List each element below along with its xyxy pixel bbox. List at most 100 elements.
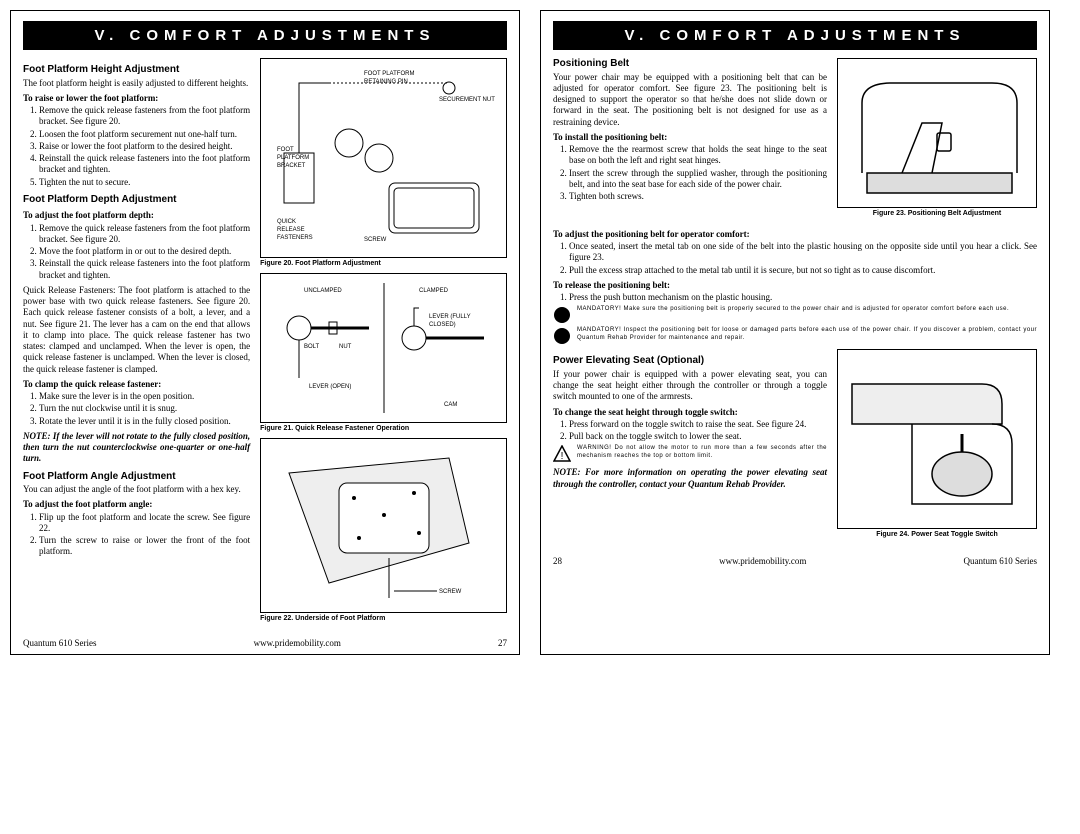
page-left: V. COMFORT ADJUSTMENTS Foot Platform Hei… bbox=[10, 10, 520, 655]
ordered-list: Remove the quick release fasteners from … bbox=[23, 223, 250, 281]
list-item: Loosen the foot platform securement nut … bbox=[39, 129, 250, 140]
svg-text:FOOT PLATFORM: FOOT PLATFORM bbox=[364, 71, 414, 77]
svg-text:CAM: CAM bbox=[444, 402, 457, 408]
svg-text:QUICK: QUICK bbox=[277, 219, 296, 225]
svg-text:FASTENERS: FASTENERS bbox=[277, 235, 313, 241]
section-banner: V. COMFORT ADJUSTMENTS bbox=[23, 21, 507, 50]
svg-text:LEVER (FULLY: LEVER (FULLY bbox=[429, 314, 471, 320]
figure-24 bbox=[837, 349, 1037, 529]
section-banner: V. COMFORT ADJUSTMENTS bbox=[553, 21, 1037, 50]
page-footer: Quantum 610 Series www.pridemobility.com… bbox=[23, 634, 507, 648]
svg-text:RETAINING PIN: RETAINING PIN bbox=[364, 79, 408, 85]
mandatory-icon bbox=[553, 306, 571, 324]
footer-url: www.pridemobility.com bbox=[254, 638, 341, 648]
svg-text:UNCLAMPED: UNCLAMPED bbox=[304, 288, 342, 294]
subheading: To adjust the foot platform angle: bbox=[23, 499, 250, 510]
svg-text:SECUREMENT NUT: SECUREMENT NUT bbox=[439, 97, 495, 103]
svg-text:CLOSED): CLOSED) bbox=[429, 322, 456, 328]
list-item: Press the push button mechanism on the p… bbox=[569, 292, 1037, 303]
ordered-list: Remove the quick release fasteners from … bbox=[23, 105, 250, 188]
list-item: Press forward on the toggle switch to ra… bbox=[569, 419, 827, 430]
page-spread: V. COMFORT ADJUSTMENTS Foot Platform Hei… bbox=[10, 10, 1070, 655]
warning-text: MANDATORY! Make sure the positioning bel… bbox=[577, 306, 1009, 314]
list-item: Remove the quick release fasteners from … bbox=[39, 223, 250, 246]
figure-23 bbox=[837, 58, 1037, 208]
svg-text:SCREW: SCREW bbox=[439, 589, 462, 595]
ordered-list: Remove the the rearmost screw that holds… bbox=[553, 144, 827, 202]
list-item: Turn the screw to raise or lower the fro… bbox=[39, 535, 250, 558]
svg-text:FOOT: FOOT bbox=[277, 147, 294, 153]
footer-page: 27 bbox=[498, 638, 507, 648]
mandatory-notice: MANDATORY! Make sure the positioning bel… bbox=[553, 306, 1037, 324]
figure-caption: Figure 20. Foot Platform Adjustment bbox=[260, 260, 507, 267]
body-text: Your power chair may be equipped with a … bbox=[553, 72, 827, 128]
subheading: To adjust the foot platform depth: bbox=[23, 210, 250, 221]
list-item: Move the foot platform in or out to the … bbox=[39, 246, 250, 257]
list-item: Reinstall the quick release fasteners in… bbox=[39, 258, 250, 281]
list-item: Flip up the foot platform and locate the… bbox=[39, 512, 250, 535]
figure-20: FOOT PLATFORM RETAINING PIN SECUREMENT N… bbox=[260, 58, 507, 258]
subheading: To adjust the positioning belt for opera… bbox=[553, 229, 1037, 240]
figure-caption: Figure 24. Power Seat Toggle Switch bbox=[837, 531, 1037, 540]
list-item: Reinstall the quick release fasteners in… bbox=[39, 153, 250, 176]
subheading: To release the positioning belt: bbox=[553, 280, 1037, 291]
list-item: Tighten both screws. bbox=[569, 191, 827, 202]
svg-text:CLAMPED: CLAMPED bbox=[419, 288, 449, 294]
body-text: The foot platform height is easily adjus… bbox=[23, 78, 250, 89]
figure-caption: Figure 22. Underside of Foot Platform bbox=[260, 615, 507, 622]
list-item: Remove the the rearmost screw that holds… bbox=[569, 144, 827, 167]
subheading: To change the seat height through toggle… bbox=[553, 407, 827, 418]
list-item: Pull the excess strap attached to the me… bbox=[569, 265, 1037, 276]
heading-power-seat: Power Elevating Seat (Optional) bbox=[553, 355, 827, 368]
body-text: Quick Release Fasteners: The foot platfo… bbox=[23, 285, 250, 375]
svg-text:RELEASE: RELEASE bbox=[277, 227, 305, 233]
body-text: You can adjust the angle of the foot pla… bbox=[23, 484, 250, 495]
footer-series: Quantum 610 Series bbox=[23, 638, 97, 648]
list-item: Make sure the lever is in the open posit… bbox=[39, 391, 250, 402]
ordered-list: Press the push button mechanism on the p… bbox=[553, 292, 1037, 303]
subheading: To install the positioning belt: bbox=[553, 132, 827, 143]
subheading: To raise or lower the foot platform: bbox=[23, 93, 250, 104]
list-item: Pull back on the toggle switch to lower … bbox=[569, 431, 827, 442]
list-item: Insert the screw through the supplied wa… bbox=[569, 168, 827, 191]
subheading: To clamp the quick release fastener: bbox=[23, 379, 250, 390]
svg-text:NUT: NUT bbox=[339, 344, 352, 350]
figure-caption: Figure 23. Positioning Belt Adjustment bbox=[837, 210, 1037, 219]
svg-text:PLATFORM: PLATFORM bbox=[277, 155, 309, 161]
footer-page: 28 bbox=[553, 556, 562, 566]
mandatory-icon bbox=[553, 327, 571, 345]
footer-series: Quantum 610 Series bbox=[963, 556, 1037, 566]
figure-22: SCREW bbox=[260, 438, 507, 613]
list-item: Once seated, insert the metal tab on one… bbox=[569, 241, 1037, 264]
warning-text: WARNING! Do not allow the motor to run m… bbox=[577, 445, 827, 461]
warning-notice: ! WARNING! Do not allow the motor to run… bbox=[553, 445, 827, 463]
ordered-list: Make sure the lever is in the open posit… bbox=[23, 391, 250, 427]
ordered-list: Press forward on the toggle switch to ra… bbox=[553, 419, 827, 443]
right-figure-column: FOOT PLATFORM RETAINING PIN SECUREMENT N… bbox=[260, 58, 507, 628]
list-item: Raise or lower the foot platform to the … bbox=[39, 141, 250, 152]
warning-text: MANDATORY! Inspect the positioning belt … bbox=[577, 327, 1037, 343]
left-text-column: Foot Platform Height Adjustment The foot… bbox=[23, 58, 250, 628]
note-text: NOTE: If the lever will not rotate to th… bbox=[23, 431, 250, 465]
svg-text:LEVER (OPEN): LEVER (OPEN) bbox=[309, 384, 351, 390]
heading-foot-height: Foot Platform Height Adjustment bbox=[23, 64, 250, 77]
ordered-list: Once seated, insert the metal tab on one… bbox=[553, 241, 1037, 276]
list-item: Rotate the lever until it is in the full… bbox=[39, 416, 250, 427]
note-text: NOTE: For more information on operating … bbox=[553, 467, 827, 490]
mandatory-notice: MANDATORY! Inspect the positioning belt … bbox=[553, 327, 1037, 345]
list-item: Turn the nut clockwise until it is snug. bbox=[39, 403, 250, 414]
figure-caption: Figure 21. Quick Release Fastener Operat… bbox=[260, 425, 507, 432]
svg-text:BRACKET: BRACKET bbox=[277, 163, 306, 169]
page-right: V. COMFORT ADJUSTMENTS Positioning Belt … bbox=[540, 10, 1050, 655]
figure-21: UNCLAMPED CLAMPED BOLT NUT LEVER (OPEN) … bbox=[260, 273, 507, 423]
page-footer: 28 www.pridemobility.com Quantum 610 Ser… bbox=[553, 552, 1037, 566]
warning-triangle-icon: ! bbox=[553, 445, 571, 463]
svg-text:!: ! bbox=[561, 451, 564, 462]
heading-foot-depth: Foot Platform Depth Adjustment bbox=[23, 194, 250, 207]
svg-text:BOLT: BOLT bbox=[304, 344, 320, 350]
ordered-list: Flip up the foot platform and locate the… bbox=[23, 512, 250, 558]
list-item: Tighten the nut to secure. bbox=[39, 177, 250, 188]
list-item: Remove the quick release fasteners from … bbox=[39, 105, 250, 128]
body-text: If your power chair is equipped with a p… bbox=[553, 369, 827, 403]
footer-url: www.pridemobility.com bbox=[719, 556, 806, 566]
